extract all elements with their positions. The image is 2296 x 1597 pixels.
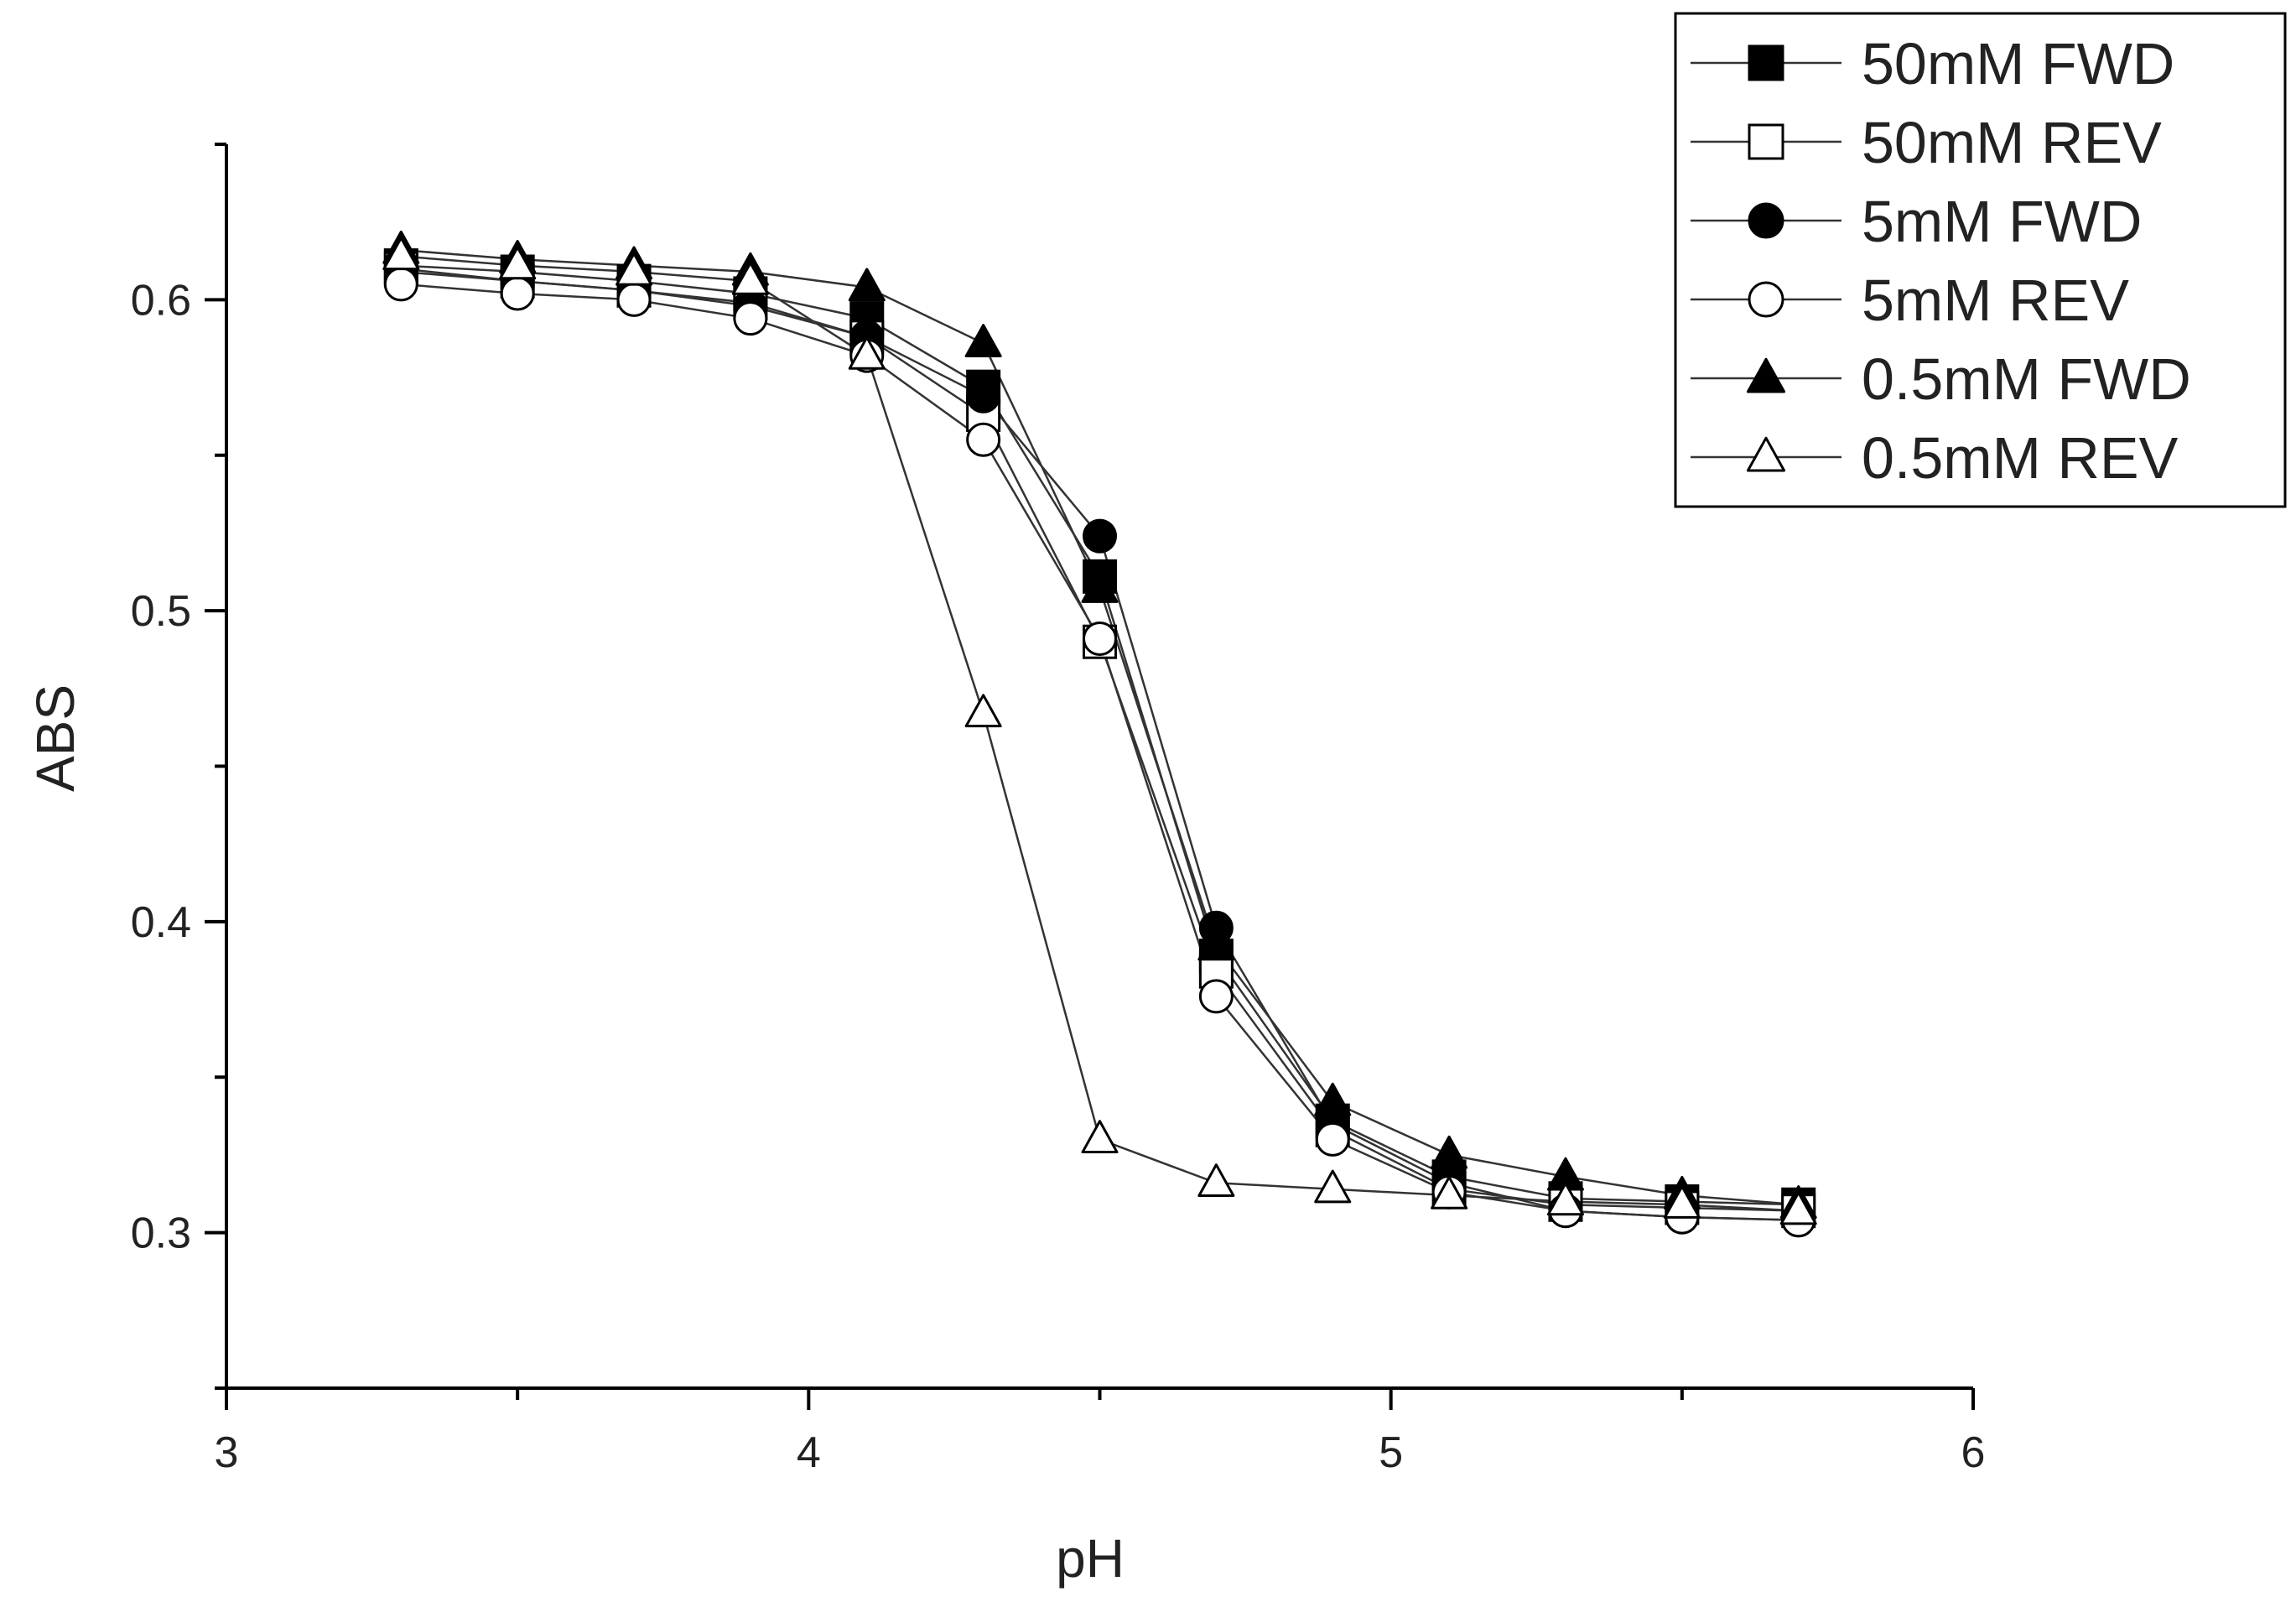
axes: 3 4 5 6 0.3 0.4 0.5 0.6 xyxy=(131,143,1986,1477)
series-layer xyxy=(382,230,1817,1238)
legend-label-50mm-rev: 50mM REV xyxy=(1862,110,2162,175)
y-tick-label: 0.4 xyxy=(131,898,191,947)
data-point-0-5mm-rev xyxy=(1431,1175,1468,1209)
data-point-5mm-rev xyxy=(1198,979,1234,1014)
data-point-0-5mm-fwd xyxy=(1197,927,1235,961)
legend-box xyxy=(1674,12,2287,508)
series-50mm-fwd xyxy=(401,264,1799,1206)
data-point-0-5mm-rev xyxy=(1546,1182,1584,1216)
x-tick-label: 3 xyxy=(215,1428,239,1477)
data-point-0-5mm-rev xyxy=(499,246,537,280)
markers-5mm-fwd xyxy=(383,254,1816,1238)
legend-label-5mm-rev: 5mM REV xyxy=(1862,268,2129,333)
legend-marker-5mm-rev xyxy=(1748,281,1784,318)
y-tick-label: 0.5 xyxy=(131,587,191,636)
data-point-0-5mm-rev xyxy=(616,252,653,286)
data-point-0-5mm-rev xyxy=(731,261,769,295)
data-point-0-5mm-fwd xyxy=(848,268,886,302)
data-point-0-5mm-rev xyxy=(1779,1191,1817,1225)
legend-label-5mm-fwd: 5mM FWD xyxy=(1862,189,2142,254)
data-point-5mm-fwd xyxy=(1083,518,1117,554)
legend-marker-0-5mm-rev xyxy=(1746,436,1786,472)
data-point-0-5mm-rev xyxy=(964,694,1002,728)
x-tick-label: 6 xyxy=(1961,1428,1986,1477)
data-point-0-5mm-rev xyxy=(848,336,886,370)
data-point-0-5mm-rev xyxy=(1314,1169,1352,1204)
legend-marker-0-5mm-fwd xyxy=(1746,357,1786,393)
data-point-0-5mm-rev xyxy=(1081,1120,1119,1154)
data-point-5mm-rev xyxy=(383,267,418,302)
y-tick-label: 0.6 xyxy=(131,276,191,325)
y-axis-title: ABS xyxy=(25,684,86,792)
markers-5mm-rev xyxy=(383,267,1816,1238)
series-line-50mm-fwd xyxy=(401,264,1799,1206)
legend: 50mM FWD 50mM REV 5mM FWD 5mM REV 0.5mM FWD 0… xyxy=(1674,12,2287,508)
data-point-5mm-rev xyxy=(966,422,1001,457)
data-point-0-5mm-rev xyxy=(382,237,420,271)
data-point-0-5mm-fwd xyxy=(1081,570,1119,603)
y-tick-label: 0.3 xyxy=(131,1209,191,1258)
markers-50mm-fwd xyxy=(383,248,1816,1222)
series-5mm-fwd xyxy=(401,270,1799,1222)
series-line-50mm-rev xyxy=(401,268,1799,1212)
series-line-5mm-rev xyxy=(401,283,1799,1222)
series-0-5mm-rev xyxy=(401,255,1799,1212)
legend-label-0-5mm-fwd: 0.5mM FWD xyxy=(1862,346,2191,412)
series-50mm-rev xyxy=(401,268,1799,1212)
data-point-0-5mm-rev xyxy=(1197,1163,1235,1197)
legend-label-50mm-fwd: 50mM FWD xyxy=(1862,31,2174,96)
data-point-0-5mm-fwd xyxy=(1431,1135,1468,1169)
x-tick-label: 4 xyxy=(797,1428,821,1477)
data-point-0-5mm-fwd xyxy=(964,324,1002,357)
data-point-0-5mm-fwd xyxy=(1314,1082,1352,1116)
data-point-5mm-rev xyxy=(733,301,768,336)
x-tick-label: 5 xyxy=(1379,1428,1403,1477)
legend-marker-5mm-fwd xyxy=(1748,202,1784,239)
data-point-5mm-rev xyxy=(616,282,652,317)
series-line-0-5mm-fwd xyxy=(401,248,1799,1206)
legend-marker-50mm-rev xyxy=(1748,123,1784,160)
legend-marker-50mm-fwd xyxy=(1748,44,1784,81)
data-point-5mm-rev xyxy=(1083,621,1117,656)
x-axis-title: pH xyxy=(1056,1528,1125,1589)
legend-label-0-5mm-rev: 0.5mM REV xyxy=(1862,425,2179,491)
series-line-0-5mm-rev xyxy=(401,255,1799,1212)
series-0-5mm-fwd xyxy=(401,248,1799,1206)
data-point-0-5mm-rev xyxy=(1663,1185,1701,1219)
markers-0-5mm-fwd xyxy=(382,230,1817,1219)
series-5mm-rev xyxy=(401,283,1799,1222)
data-point-5mm-rev xyxy=(1315,1121,1350,1157)
data-point-5mm-fwd xyxy=(966,378,1001,414)
markers-50mm-rev xyxy=(383,251,1816,1229)
data-point-5mm-rev xyxy=(500,276,535,311)
series-line-5mm-fwd xyxy=(401,270,1799,1222)
markers-0-5mm-rev xyxy=(382,237,1817,1225)
